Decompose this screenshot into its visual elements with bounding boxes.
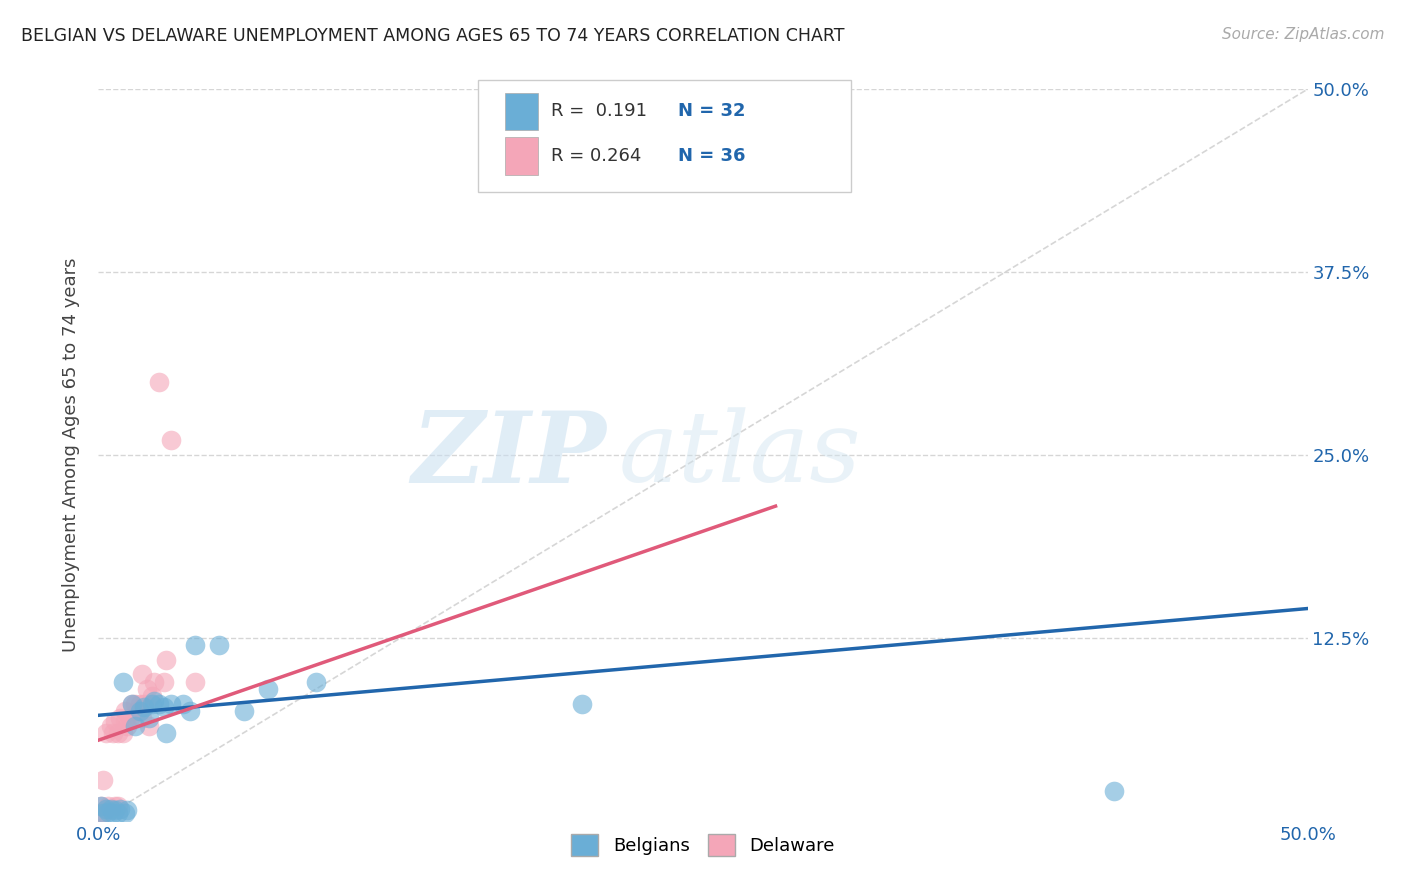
Point [208, 638, 231, 652]
Point [104, 799, 127, 814]
Point [127, 704, 149, 718]
Point [571, 697, 593, 711]
Point [100, 802, 122, 816]
Point [100, 718, 122, 732]
Text: N = 36: N = 36 [678, 147, 745, 165]
Point [101, 806, 124, 821]
Point [134, 697, 156, 711]
Point [107, 799, 129, 814]
Text: atlas: atlas [619, 408, 860, 502]
Point [104, 804, 127, 818]
Point [128, 697, 150, 711]
Point [148, 375, 170, 389]
Point [111, 726, 134, 740]
Point [94, 726, 117, 740]
Point [141, 697, 163, 711]
Point [155, 726, 177, 740]
Text: BELGIAN VS DELAWARE UNEMPLOYMENT AMONG AGES 65 TO 74 YEARS CORRELATION CHART: BELGIAN VS DELAWARE UNEMPLOYMENT AMONG A… [21, 27, 845, 45]
Point [141, 690, 163, 704]
Point [107, 806, 129, 821]
Point [111, 674, 134, 689]
Point [117, 718, 139, 732]
Point [94, 802, 117, 816]
Legend: Belgians, Delaware: Belgians, Delaware [564, 826, 842, 863]
Point [91, 772, 114, 787]
Point [131, 711, 153, 725]
Point [143, 674, 166, 689]
Point [114, 704, 136, 718]
Point [90, 799, 112, 814]
Point [134, 699, 156, 714]
Point [91, 806, 114, 821]
Point [131, 667, 153, 681]
Point [232, 704, 254, 718]
Point [184, 638, 207, 652]
Point [124, 718, 146, 732]
Point [90, 806, 112, 821]
Point [97, 805, 120, 819]
Point [90, 799, 112, 814]
Point [138, 718, 160, 732]
Point [305, 674, 328, 689]
Point [160, 697, 183, 711]
Point [114, 714, 136, 728]
Point [152, 699, 174, 714]
Point [100, 802, 122, 816]
Point [1102, 784, 1125, 798]
Point [155, 653, 177, 667]
Point [152, 674, 174, 689]
Point [101, 726, 124, 740]
Point [108, 802, 131, 816]
Point [97, 799, 120, 814]
Text: N = 32: N = 32 [678, 103, 745, 120]
Point [172, 697, 194, 711]
Point [143, 694, 166, 708]
Text: R =  0.191: R = 0.191 [551, 103, 647, 120]
Point [114, 806, 136, 821]
Text: R = 0.264: R = 0.264 [551, 147, 641, 165]
Point [104, 714, 127, 728]
Point [128, 704, 150, 718]
Text: Source: ZipAtlas.com: Source: ZipAtlas.com [1222, 27, 1385, 42]
Point [91, 806, 114, 821]
Text: ZIP: ZIP [412, 407, 606, 503]
Point [121, 697, 143, 711]
Point [138, 711, 160, 725]
Point [108, 711, 131, 725]
Point [184, 674, 207, 689]
Point [94, 802, 117, 816]
Y-axis label: Unemployment Among Ages 65 to 74 years: Unemployment Among Ages 65 to 74 years [62, 258, 80, 652]
Point [117, 804, 139, 818]
Point [256, 681, 278, 696]
Point [121, 697, 143, 711]
Point [107, 726, 129, 740]
Point [124, 697, 146, 711]
Point [148, 697, 170, 711]
Point [160, 434, 183, 448]
Point [118, 711, 141, 725]
Point [135, 681, 157, 696]
Point [179, 704, 201, 718]
